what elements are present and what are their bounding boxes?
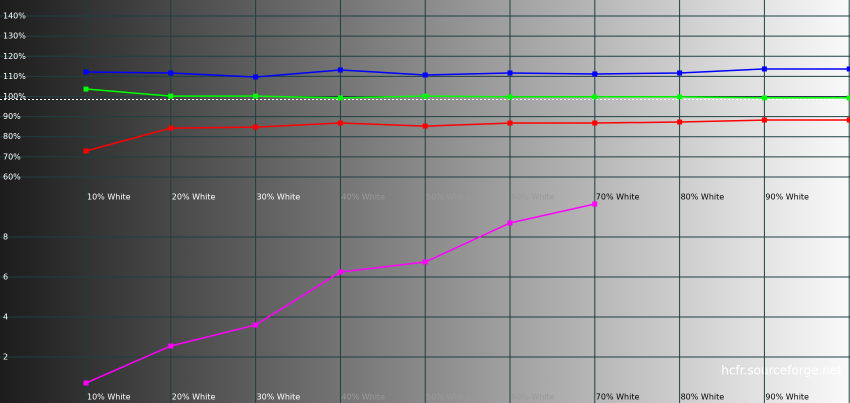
point <box>846 117 850 123</box>
point <box>422 259 428 265</box>
point <box>677 70 683 76</box>
watermark: hcfr.sourceforge.net <box>721 364 842 378</box>
x-tick-label: 10% White <box>87 193 131 202</box>
x-tick-label: 50% White <box>426 393 470 402</box>
y-tick-label: 140% <box>3 12 26 21</box>
y-tick-label: 2 <box>3 353 8 362</box>
point <box>592 94 598 100</box>
point <box>337 120 343 126</box>
series-line <box>85 88 850 99</box>
point <box>83 148 89 154</box>
series-line <box>85 119 850 152</box>
point <box>168 70 174 76</box>
y-tick-label: 130% <box>3 32 26 41</box>
x-tick-label: 20% White <box>172 393 216 402</box>
x-tick-label: 90% White <box>765 393 809 402</box>
x-tick-label: 70% White <box>596 393 640 402</box>
series-line <box>85 68 850 78</box>
point <box>677 119 683 125</box>
x-tick-label: 60% White <box>511 193 555 202</box>
x-tick-label: 50% White <box>426 193 470 202</box>
point <box>253 93 259 99</box>
y-tick-label: 90% <box>3 112 21 121</box>
point <box>761 66 767 72</box>
point <box>337 95 343 101</box>
point <box>592 201 598 207</box>
point <box>168 93 174 99</box>
point <box>677 94 683 100</box>
x-tick-label: 60% White <box>511 393 555 402</box>
x-tick-label: 90% White <box>765 193 809 202</box>
point <box>422 93 428 99</box>
point <box>592 71 598 77</box>
point <box>761 95 767 101</box>
point <box>168 343 174 349</box>
point <box>337 67 343 73</box>
x-tick-label: 30% White <box>257 393 301 402</box>
point <box>592 120 598 126</box>
x-tick-label: 70% White <box>596 193 640 202</box>
point <box>507 220 513 226</box>
point <box>253 322 259 328</box>
point <box>253 124 259 130</box>
x-tick-label: 80% White <box>681 393 725 402</box>
x-tick-label: 40% White <box>341 193 385 202</box>
point <box>507 70 513 76</box>
point <box>422 72 428 78</box>
point <box>507 94 513 100</box>
y-tick-label: 110% <box>3 72 26 81</box>
point <box>846 95 850 101</box>
x-tick-label: 30% White <box>257 193 301 202</box>
point <box>507 120 513 126</box>
point <box>83 380 89 386</box>
y-tick-label: 80% <box>3 132 21 141</box>
y-tick-label: 8 <box>3 233 8 242</box>
y-tick-label: 120% <box>3 52 26 61</box>
y-tick-label: 70% <box>3 152 21 161</box>
y-tick-label: 100% <box>3 92 26 101</box>
y-tick-label: 60% <box>3 172 21 181</box>
point <box>337 269 343 275</box>
point <box>846 66 850 72</box>
point <box>83 86 89 92</box>
x-tick-label: 20% White <box>172 193 216 202</box>
x-tick-label: 10% White <box>87 393 131 402</box>
point <box>761 117 767 123</box>
x-tick-label: 80% White <box>681 193 725 202</box>
y-tick-label: 6 <box>3 273 8 282</box>
y-tick-label: 4 <box>3 313 8 322</box>
point <box>422 123 428 129</box>
point <box>253 74 259 80</box>
x-tick-label: 40% White <box>341 393 385 402</box>
point <box>168 125 174 131</box>
point <box>83 69 89 75</box>
